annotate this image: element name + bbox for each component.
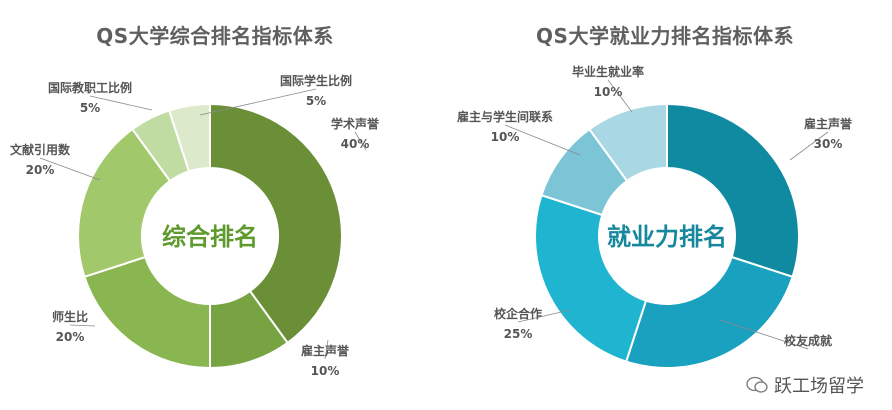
slice-value-0-3: 20% — [26, 163, 55, 177]
slice-label-1-2: 校企合作 — [494, 306, 542, 321]
donut-slice-1-0 — [666, 102, 800, 279]
wechat-icon — [746, 376, 768, 393]
slice-label-1-4: 毕业生就业率 — [572, 64, 644, 79]
slice-label-0-1: 雇主声誉 — [301, 343, 350, 358]
slice-value-1-4: 10% — [594, 85, 623, 99]
donut-slice-0-2 — [83, 255, 211, 370]
watermark-text: 跃工场留学 — [774, 376, 864, 397]
slice-label-0-3: 文献引用数 — [10, 142, 71, 157]
donut-slice-1-1 — [624, 255, 794, 369]
slice-label-0-2: 师生比 — [52, 309, 88, 324]
slice-label-0-0: 学术声誉 — [331, 116, 380, 131]
slice-value-0-4: 5% — [80, 101, 100, 115]
slice-label-0-5: 国际学生比例 — [280, 73, 352, 88]
leader-line-1-4 — [607, 79, 633, 113]
leader-line-0-1 — [324, 339, 329, 360]
slice-value-1-3: 10% — [491, 130, 520, 144]
slice-label-1-3: 雇主与学生间联系 — [457, 109, 553, 124]
leader-line-0-4 — [89, 95, 153, 111]
slice-value-0-5: 5% — [306, 94, 326, 108]
leader-line-1-0 — [789, 131, 829, 161]
chart-title-employability: QS大学就业力排名指标体系 — [536, 24, 794, 48]
leader-line-1-2 — [517, 309, 571, 323]
donut-slice-1-2 — [534, 193, 648, 363]
center-label-1: 就业力排名 — [607, 223, 727, 251]
leader-line-0-5 — [199, 88, 317, 116]
leader-line-0-3 — [39, 157, 101, 181]
slice-value-0-0: 40% — [341, 137, 370, 151]
leader-line-1-3 — [504, 124, 581, 156]
slice-value-0-2: 20% — [56, 330, 85, 344]
donut-slice-0-0 — [209, 102, 343, 345]
donut-slice-1-4 — [588, 102, 668, 183]
slice-label-0-4: 国际教职工比例 — [48, 80, 132, 95]
slice-label-1-0: 雇主声誉 — [804, 116, 853, 131]
center-label-0: 综合排名 — [162, 223, 258, 251]
slice-value-1-2: 25% — [504, 327, 533, 341]
leader-line-1-1 — [719, 319, 809, 350]
donut-slice-0-5 — [167, 102, 211, 173]
donut-slice-0-3 — [77, 127, 172, 279]
leader-line-0-2 — [69, 324, 96, 327]
slice-label-1-1: 校友成就 — [784, 333, 832, 348]
slice-value-1-0: 30% — [814, 137, 843, 151]
leader-line-0-0 — [354, 131, 367, 151]
chart-title-overall: QS大学综合排名指标体系 — [96, 24, 334, 48]
wechat-watermark: 跃工场留学 — [746, 372, 864, 398]
slice-value-0-1: 10% — [311, 364, 340, 378]
